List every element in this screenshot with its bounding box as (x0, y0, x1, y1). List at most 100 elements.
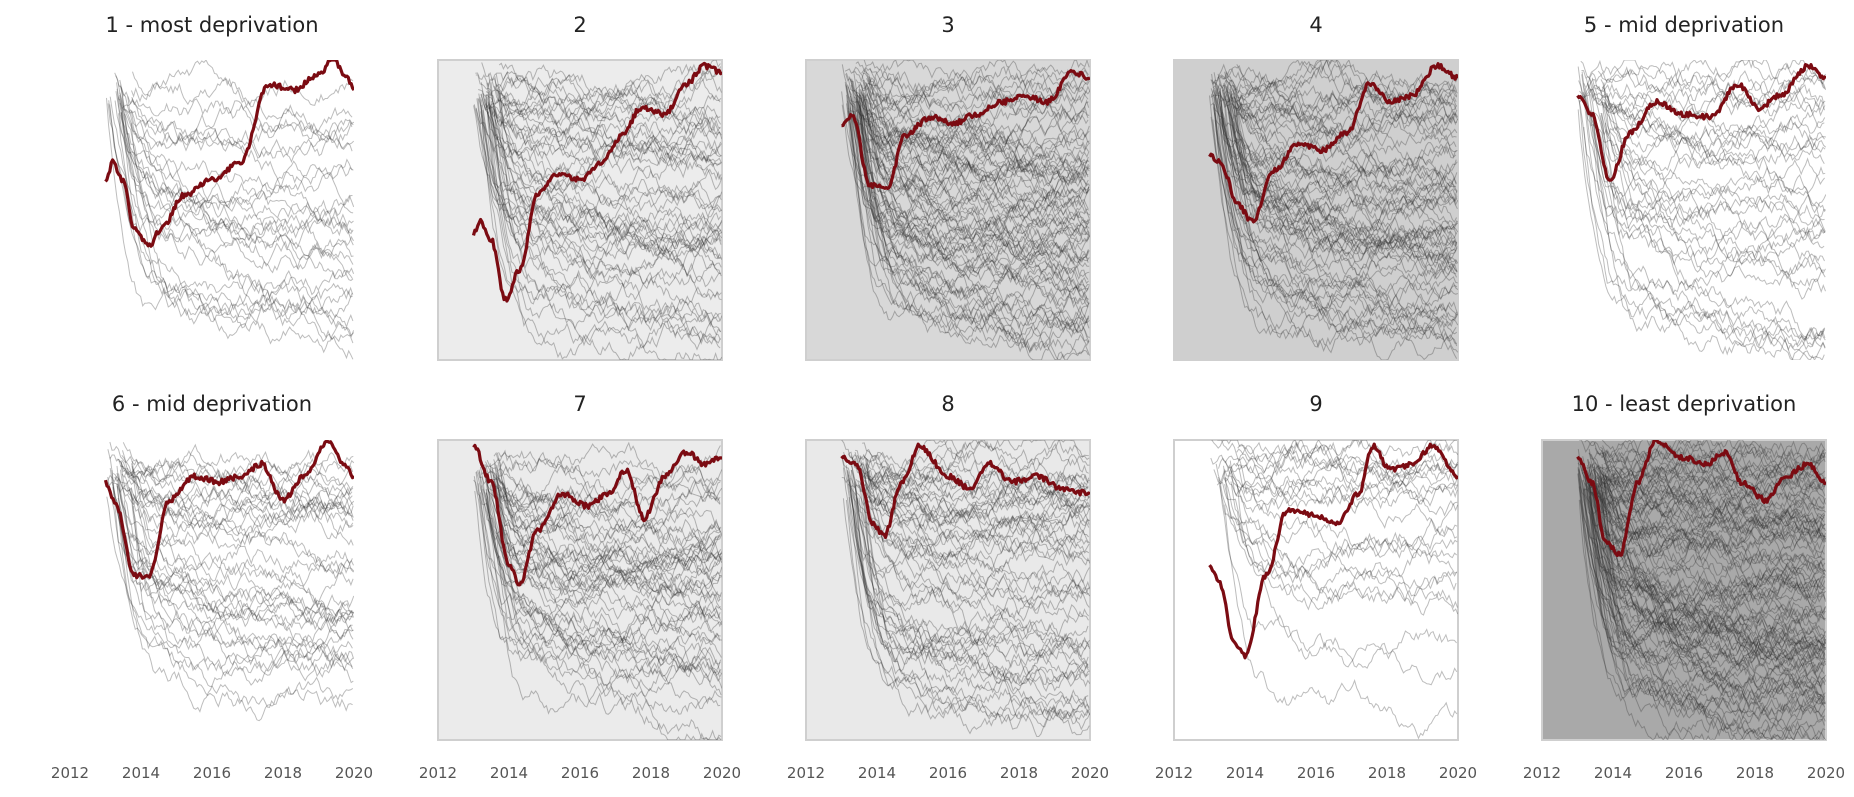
series-line (1218, 440, 1458, 488)
series-line (850, 462, 1090, 539)
series-line (473, 105, 722, 244)
series-line (116, 458, 354, 540)
series-line (474, 490, 722, 692)
series-line (849, 109, 1089, 190)
series-line (850, 95, 1090, 208)
series-line (852, 102, 1090, 176)
series-line (480, 94, 722, 179)
series-line (109, 457, 354, 664)
series-line (480, 99, 722, 270)
series-line (114, 476, 354, 546)
series-line (119, 84, 353, 193)
series-line (1237, 440, 1458, 486)
series-line (483, 463, 721, 511)
series-line (1602, 475, 1825, 528)
series-line (858, 95, 1090, 300)
series-line (484, 98, 722, 164)
series-line (121, 454, 354, 518)
series-line (1604, 122, 1826, 347)
series-line (1577, 109, 1826, 351)
x-tick-label: 2014 (1594, 764, 1632, 782)
series-line (1223, 465, 1458, 615)
series-line (1227, 111, 1457, 254)
highlight-line (103, 440, 354, 580)
x-tick-label: 2012 (787, 764, 825, 782)
panel-7: 7 2012 2014 2016 2018 2020 (419, 392, 741, 782)
x-tick-label: 2020 (335, 764, 373, 782)
series-line (486, 82, 722, 246)
series-line (1583, 488, 1825, 563)
series-line (851, 488, 1090, 567)
series-line (1577, 448, 1826, 604)
series-line (1589, 472, 1825, 530)
series-line (1588, 452, 1826, 632)
series-line (493, 459, 722, 560)
series-line (1583, 126, 1825, 354)
series-line (1580, 440, 1826, 486)
panel-title: 2 (573, 13, 586, 37)
series-line (120, 112, 354, 242)
series-line (1584, 488, 1826, 620)
series-line (1210, 63, 1457, 109)
highlight-line (471, 61, 722, 303)
series-line (1222, 84, 1457, 155)
highlight-line (841, 68, 1090, 190)
series-line (1230, 481, 1458, 611)
series-line (865, 480, 1090, 574)
series-line (1229, 460, 1457, 603)
series-line (1592, 111, 1826, 360)
series-line (854, 463, 1090, 537)
series-line (867, 466, 1090, 528)
series-line (862, 484, 1089, 612)
panel-title: 9 (1309, 392, 1322, 416)
series-line (1588, 484, 1826, 658)
series-line (866, 78, 1089, 268)
series-line (1604, 474, 1825, 740)
series-line (1587, 486, 1825, 668)
series-line (841, 104, 1090, 242)
series-line (1600, 446, 1825, 535)
series-line (121, 459, 354, 511)
highlight-line (472, 443, 722, 587)
series-line (853, 97, 1090, 261)
series-line (1597, 475, 1826, 606)
series-line (1585, 483, 1825, 537)
series-line (479, 492, 722, 696)
series-line (494, 483, 722, 582)
series-line (858, 468, 1090, 567)
x-tick-label: 2014 (490, 764, 528, 782)
series-line (858, 93, 1090, 219)
series-line (1599, 475, 1826, 647)
series-line (1236, 448, 1457, 501)
series-line (1597, 482, 1826, 657)
series-line (1233, 107, 1458, 329)
x-tick-label: 2016 (193, 764, 231, 782)
series-line (479, 97, 722, 333)
series-line (1597, 464, 1826, 589)
series-line (121, 470, 353, 518)
series-line (1577, 66, 1826, 197)
series-line (860, 474, 1090, 619)
series-line (1593, 468, 1825, 701)
series-line (1214, 120, 1458, 340)
x-tick-label: 2014 (858, 764, 896, 782)
series-line (1229, 86, 1457, 197)
series-line (1217, 85, 1457, 280)
series-line (498, 489, 721, 628)
series-line (1594, 476, 1826, 719)
series-line (850, 79, 1090, 145)
series-line (1224, 484, 1458, 574)
series-line (1210, 116, 1457, 360)
series-line (861, 478, 1090, 572)
series-line (1603, 488, 1826, 718)
series-line (486, 489, 722, 740)
series-line (1578, 100, 1825, 360)
series-line (114, 100, 354, 250)
series-line (1601, 94, 1826, 242)
x-tick-label: 2016 (1297, 764, 1335, 782)
series-line (495, 73, 722, 253)
series-line (116, 88, 354, 267)
series-line (1590, 94, 1826, 219)
series-line (473, 479, 722, 589)
series-line (1212, 84, 1457, 176)
